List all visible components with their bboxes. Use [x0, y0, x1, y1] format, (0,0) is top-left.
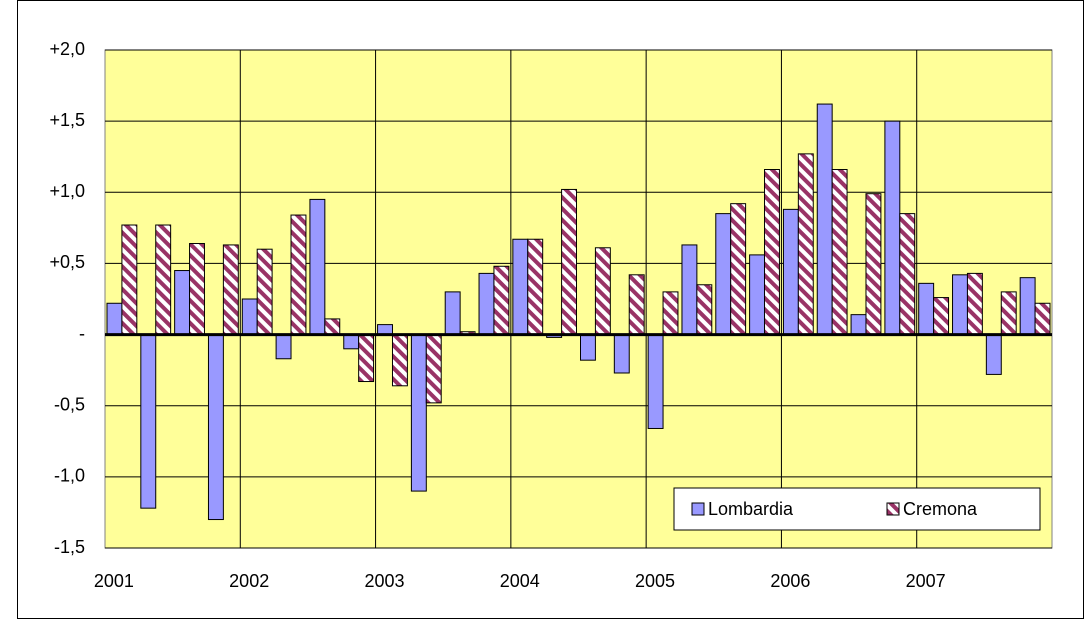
bar [985, 334, 1002, 375]
bar [831, 169, 848, 336]
y-tick-label: -1,5 [54, 537, 85, 557]
bar [816, 103, 833, 336]
bar [594, 247, 611, 336]
bar [613, 334, 630, 374]
bar [343, 334, 360, 350]
bar [512, 238, 529, 336]
bar [241, 298, 258, 336]
bar [865, 193, 882, 336]
x-tick-label: 2006 [770, 571, 810, 591]
bar [410, 334, 427, 492]
bar [628, 274, 645, 336]
x-tick-label: 2004 [500, 571, 540, 591]
bar [324, 318, 341, 336]
legend-box [673, 487, 1041, 531]
bar [106, 302, 123, 336]
y-tick-label: +1,0 [49, 181, 85, 201]
bar [478, 272, 495, 336]
y-tick-label: - [79, 323, 85, 343]
y-tick-label: +1,5 [49, 110, 85, 130]
bar [933, 297, 950, 336]
legend-label: Lombardia [708, 499, 794, 519]
bar [121, 224, 138, 336]
bar [850, 314, 867, 336]
bar [797, 153, 814, 336]
bar [391, 334, 408, 387]
bar [189, 243, 205, 336]
y-tick-label: -1,0 [54, 466, 85, 486]
bar [918, 282, 935, 336]
x-tick-label: 2005 [635, 571, 675, 591]
bar [899, 213, 916, 336]
bar [140, 334, 157, 509]
bar [493, 265, 510, 336]
x-tick-label: 2003 [364, 571, 404, 591]
bar [561, 188, 578, 336]
bar [207, 334, 224, 521]
bar [309, 198, 326, 336]
bar [1019, 277, 1036, 336]
x-tick-label: 2002 [229, 571, 269, 591]
bar [696, 284, 713, 336]
bar [527, 238, 544, 336]
bar [275, 334, 292, 360]
legend-label: Cremona [903, 499, 978, 519]
bar [782, 208, 799, 336]
bar [662, 291, 679, 336]
y-tick-label: -0,5 [54, 394, 85, 414]
bar [290, 214, 307, 336]
bar [256, 248, 273, 336]
bar [444, 291, 461, 336]
bar [174, 270, 191, 336]
bar [681, 244, 698, 336]
bar [580, 334, 596, 361]
bar [884, 120, 901, 336]
y-tick-label: +0,5 [49, 252, 85, 272]
bar [222, 244, 239, 336]
x-tick-label: 2001 [94, 571, 134, 591]
bar [764, 169, 780, 336]
bar [966, 272, 983, 336]
bar [715, 213, 732, 336]
legend-swatch [691, 502, 705, 516]
bar [425, 334, 442, 404]
bar [952, 274, 968, 336]
bar [358, 334, 375, 383]
bar [1000, 291, 1017, 336]
y-tick-label: +2,0 [49, 39, 85, 59]
bar [1034, 302, 1051, 336]
bar [155, 224, 172, 336]
bar [749, 254, 766, 336]
bar [647, 334, 664, 429]
legend-swatch [886, 502, 900, 516]
bar [730, 203, 747, 336]
x-tick-label: 2007 [906, 571, 946, 591]
